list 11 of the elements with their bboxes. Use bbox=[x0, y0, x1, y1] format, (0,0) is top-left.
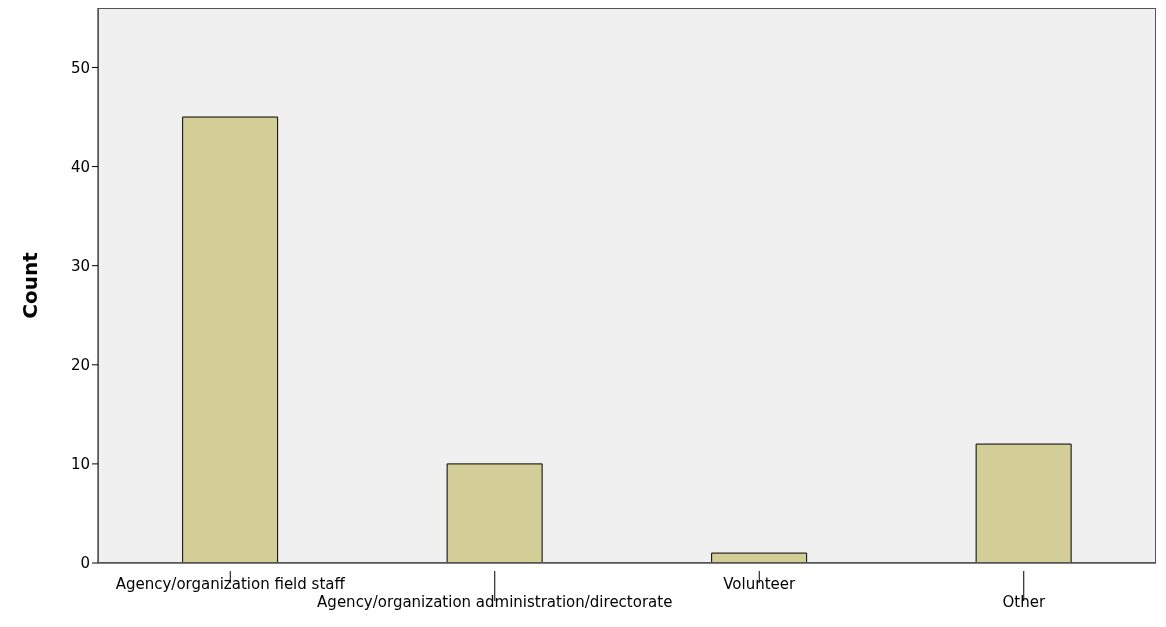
y-tick-label: 0 bbox=[80, 554, 90, 573]
y-tick-label: 50 bbox=[70, 58, 90, 77]
x-tick-label: Other bbox=[1002, 593, 1046, 611]
y-axis-title: Count bbox=[18, 251, 43, 319]
y-tick-label: 20 bbox=[70, 356, 90, 375]
x-tick-label: Agency/organization administration/directorate bbox=[317, 593, 673, 611]
y-tick-label: 10 bbox=[70, 455, 90, 474]
y-tick-label: 40 bbox=[70, 157, 90, 176]
x-tick-label: Volunteer bbox=[723, 575, 797, 593]
y-tick-label: 30 bbox=[70, 257, 90, 275]
x-tick-label: Agency/organization field staff bbox=[115, 575, 346, 593]
